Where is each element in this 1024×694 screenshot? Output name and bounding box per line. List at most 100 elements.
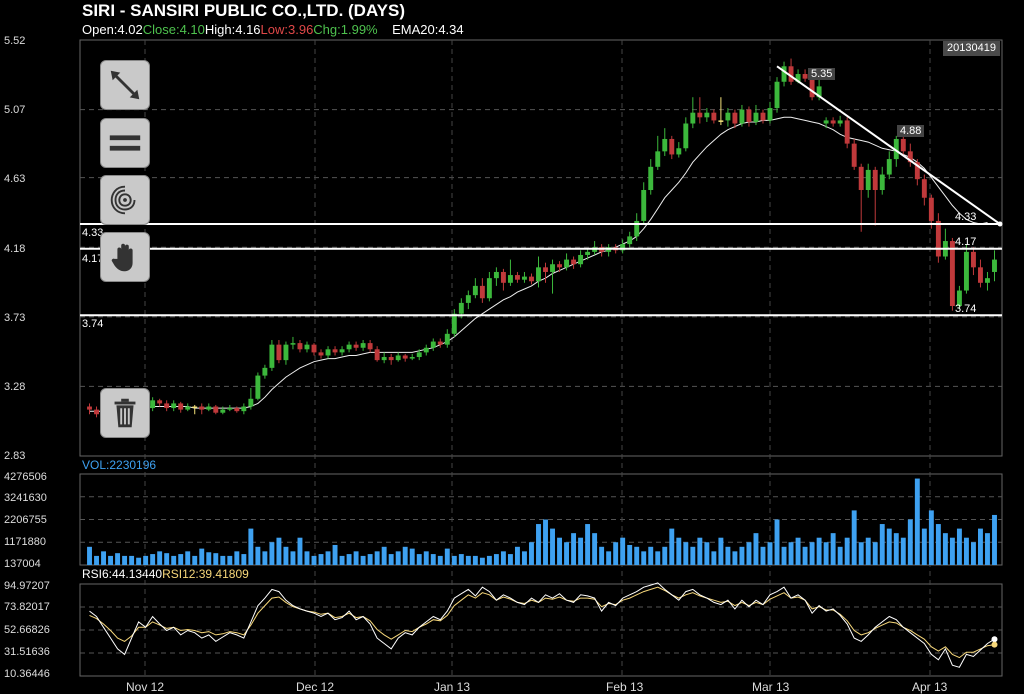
candle-body <box>346 344 352 350</box>
volume-bar <box>437 555 443 565</box>
volume-bar <box>914 478 920 565</box>
high-value: High:4.16 <box>204 22 261 37</box>
volume-bar <box>746 542 752 565</box>
volume-bar <box>388 554 394 565</box>
volume-bar <box>928 510 934 565</box>
volume-bar <box>129 555 135 565</box>
candle-body <box>500 271 506 283</box>
candle-body <box>178 403 184 410</box>
chg-value: Chg:1.99% <box>313 22 378 37</box>
candle-body <box>206 406 212 410</box>
volume-bar <box>564 542 570 565</box>
volume-bar <box>339 555 345 565</box>
candle-body <box>529 276 534 282</box>
volume-bar <box>830 533 836 565</box>
candle-body <box>627 236 633 245</box>
volume-bar <box>655 551 661 565</box>
volume-bar <box>325 551 331 565</box>
candle-body <box>192 406 198 409</box>
hand-icon <box>111 243 133 272</box>
volume-axis-label: 2206755 <box>4 514 47 526</box>
candle-body <box>844 120 850 144</box>
candle-body <box>823 120 829 124</box>
volume-bar <box>585 524 591 565</box>
volume-bar <box>164 553 170 565</box>
volume-bar <box>486 555 492 565</box>
volume-bar <box>234 551 240 565</box>
volume-bar <box>136 557 142 565</box>
candle-body <box>325 349 331 356</box>
volume-bar <box>571 533 577 565</box>
candle-body <box>788 66 794 82</box>
candle-body <box>332 349 338 353</box>
volume-bar <box>213 553 219 565</box>
trend-line <box>776 65 1001 225</box>
candle-body <box>227 408 233 410</box>
volume-bar <box>500 551 506 565</box>
x-axis-label: Dec 12 <box>296 680 335 694</box>
volume-bar <box>557 537 562 565</box>
candle-body <box>353 344 359 348</box>
hline-label-right: 3.74 <box>955 303 977 315</box>
volume-bar <box>690 546 696 565</box>
hand-button[interactable] <box>100 232 150 282</box>
fingerprint-icon <box>110 185 136 215</box>
trend-price-tag: 5.35 <box>808 68 836 80</box>
candle-body <box>199 406 205 410</box>
date-badge: 20130419 <box>943 41 1000 56</box>
candle-body <box>781 66 787 82</box>
ohlc-info: Open:4.02Close:4.10High:4.16Low:3.96Chg:… <box>82 22 464 37</box>
candle-body <box>318 352 324 356</box>
volume-bar <box>627 544 633 565</box>
trash-button[interactable] <box>100 388 150 438</box>
candle-body <box>634 220 640 237</box>
candle-body <box>297 343 303 350</box>
candle-body <box>963 251 969 291</box>
candle-body <box>472 285 478 296</box>
volume-bar <box>802 546 808 565</box>
volume-bar <box>178 554 184 565</box>
candle-body <box>641 190 647 221</box>
draw-line-button[interactable] <box>100 60 150 110</box>
volume-bar <box>157 551 163 565</box>
rsi-title: RSI6:44.13440RSI12:39.41809 <box>82 567 249 581</box>
price-axis-label: 2.83 <box>4 450 26 462</box>
candle-body <box>557 264 562 268</box>
trash-icon <box>114 398 136 428</box>
fingerprint-button[interactable] <box>100 175 150 225</box>
volume-bar <box>613 542 619 565</box>
candle-body <box>486 278 492 299</box>
volume-bar <box>781 546 787 565</box>
rsi-axis-label: 94.97207 <box>4 580 50 592</box>
volume-bar <box>220 555 226 565</box>
volume-bar <box>963 537 969 565</box>
hline-label-left: 4.17 <box>82 253 104 265</box>
candle-body <box>571 259 577 265</box>
rsi12-line <box>89 586 995 659</box>
hline-button[interactable] <box>100 118 150 168</box>
volume-bar <box>262 551 268 565</box>
candle-body <box>550 264 555 272</box>
volume-bar <box>935 524 941 565</box>
candle-body <box>522 276 527 280</box>
candle-body <box>648 166 654 191</box>
volume-bar <box>381 546 387 565</box>
volume-bar <box>774 519 780 565</box>
candle-body <box>746 109 752 122</box>
price-axis-label: 3.28 <box>4 381 26 393</box>
volume-bar <box>578 537 584 565</box>
volume-bar <box>725 546 731 565</box>
volume-axis-label: 3241630 <box>4 492 47 504</box>
volume-bar <box>276 537 282 565</box>
volume-bar <box>634 546 640 565</box>
volume-bar <box>844 537 850 565</box>
candle-body <box>914 162 920 180</box>
candle-body <box>430 341 436 348</box>
draw-line-icon <box>110 70 140 100</box>
candle-body <box>760 112 766 121</box>
trendline <box>776 65 1003 227</box>
volume-bar <box>346 554 352 565</box>
candle-body <box>928 197 934 221</box>
volume-bars <box>87 478 997 565</box>
